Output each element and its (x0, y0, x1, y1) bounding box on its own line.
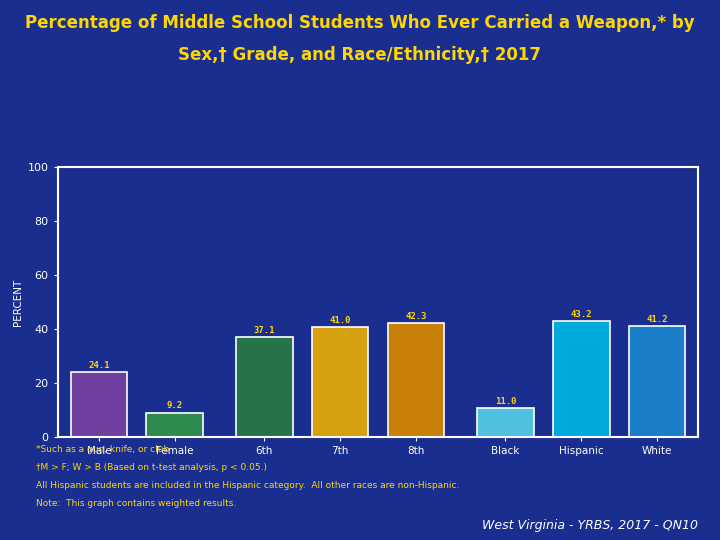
Text: 41.0: 41.0 (329, 315, 351, 325)
Text: 42.3: 42.3 (405, 312, 427, 321)
Text: 43.2: 43.2 (570, 309, 592, 319)
Y-axis label: PERCENT: PERCENT (14, 279, 24, 326)
Text: 37.1: 37.1 (253, 326, 275, 335)
Bar (477, 408, 534, 437)
Text: *Such as a gun, knife, or club: *Such as a gun, knife, or club (36, 446, 169, 455)
Bar (629, 326, 685, 437)
Text: Sex,† Grade, and Race/Ethnicity,† 2017: Sex,† Grade, and Race/Ethnicity,† 2017 (179, 46, 541, 64)
Text: Percentage of Middle School Students Who Ever Carried a Weapon,* by: Percentage of Middle School Students Who… (25, 14, 695, 31)
Text: 41.2: 41.2 (647, 315, 668, 324)
Text: All Hispanic students are included in the Hispanic category.  All other races ar: All Hispanic students are included in th… (36, 481, 459, 490)
Bar (236, 337, 292, 437)
Text: Note:  This graph contains weighted results.: Note: This graph contains weighted resul… (36, 499, 236, 508)
Bar (312, 327, 369, 437)
Text: 9.2: 9.2 (166, 401, 183, 410)
Text: 11.0: 11.0 (495, 396, 516, 406)
Bar (146, 413, 203, 437)
Text: 24.1: 24.1 (88, 361, 109, 370)
Bar (71, 373, 127, 437)
Text: †M > F; W > B (Based on t-test analysis, p < 0.05.): †M > F; W > B (Based on t-test analysis,… (36, 463, 267, 472)
Bar (387, 323, 444, 437)
Text: West Virginia - YRBS, 2017 - QN10: West Virginia - YRBS, 2017 - QN10 (482, 519, 698, 532)
Bar (553, 321, 610, 437)
